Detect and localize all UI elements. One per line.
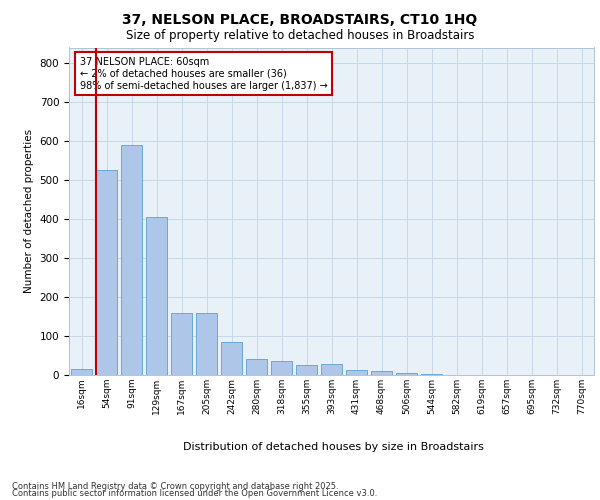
Bar [121, 145, 142, 375]
Text: Distribution of detached houses by size in Broadstairs: Distribution of detached houses by size … [182, 442, 484, 452]
Bar [396, 373, 417, 375]
Bar [196, 314, 217, 375]
Text: Contains HM Land Registry data © Crown copyright and database right 2025.: Contains HM Land Registry data © Crown c… [12, 482, 338, 491]
Bar [371, 371, 392, 375]
Text: 37 NELSON PLACE: 60sqm
← 2% of detached houses are smaller (36)
98% of semi-deta: 37 NELSON PLACE: 60sqm ← 2% of detached … [79, 58, 327, 90]
Bar [146, 217, 167, 375]
Bar [271, 362, 292, 375]
Bar [71, 369, 92, 375]
Bar [321, 364, 342, 375]
Bar [246, 360, 267, 375]
Bar [346, 370, 367, 375]
Bar [171, 312, 192, 375]
Bar [221, 342, 242, 375]
Bar [96, 170, 117, 375]
Text: Contains public sector information licensed under the Open Government Licence v3: Contains public sector information licen… [12, 489, 377, 498]
Bar [296, 366, 317, 375]
Bar [421, 374, 442, 375]
Text: Size of property relative to detached houses in Broadstairs: Size of property relative to detached ho… [126, 29, 474, 42]
Y-axis label: Number of detached properties: Number of detached properties [24, 129, 34, 294]
Text: 37, NELSON PLACE, BROADSTAIRS, CT10 1HQ: 37, NELSON PLACE, BROADSTAIRS, CT10 1HQ [122, 12, 478, 26]
